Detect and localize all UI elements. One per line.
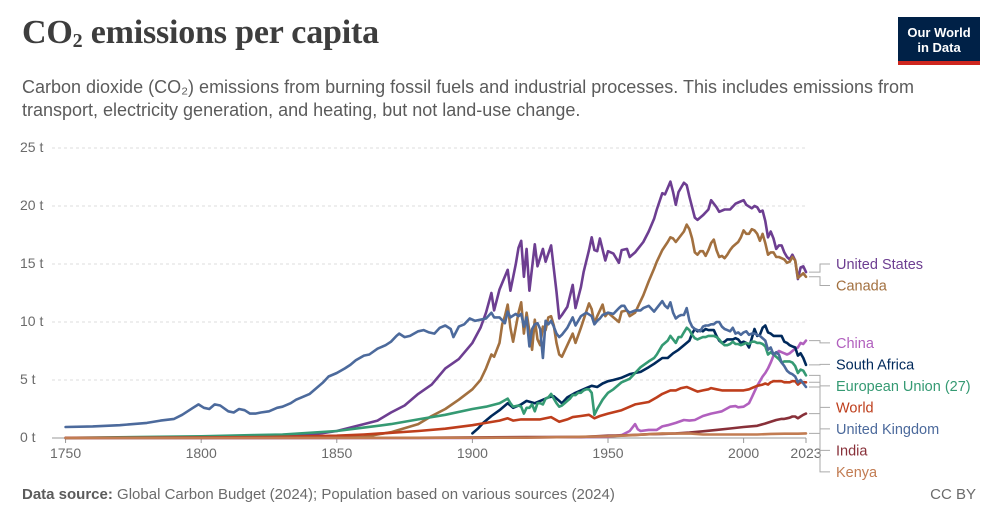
legend-label-south-africa: South Africa: [836, 357, 915, 373]
label-connector: [809, 340, 830, 344]
y-tick-label: 10 t: [20, 313, 43, 329]
series-line-united-kingdom: [64, 299, 808, 429]
series-legend-labels: United States Canada China South Africa Euro…: [809, 257, 971, 481]
gridlines: [52, 147, 806, 439]
x-axis-ticks: 1750 1800 1850 1900 1950 2000 2023: [50, 438, 822, 461]
series-line-china: [64, 339, 808, 440]
series-line-european-union-27: [64, 326, 808, 440]
legend-label-world: World: [836, 400, 874, 416]
series-lines: [64, 180, 808, 440]
y-tick-label: 20 t: [20, 197, 43, 213]
x-tick-label: 2023: [790, 445, 821, 461]
data-source-label: Data source:: [22, 486, 113, 503]
series-line-world: [64, 379, 808, 440]
x-tick-label: 1800: [186, 445, 217, 461]
y-tick-label: 0 t: [20, 429, 36, 445]
logo-line-2: in Data: [917, 40, 961, 55]
y-tick-label: 25 t: [20, 139, 43, 155]
legend-label-united-states: United States: [836, 257, 923, 273]
logo-line-1: Our World: [907, 25, 971, 40]
chart-subtitle: Carbon dioxide (CO₂) emissions from burn…: [22, 77, 915, 120]
data-source-text[interactable]: Global Carbon Budget (2024); Population …: [117, 486, 615, 503]
legend-label-china: China: [836, 336, 875, 352]
legend-label-united-kingdom: United Kingdom: [836, 422, 939, 438]
label-connector: [809, 276, 830, 286]
data-source: Data source: Global Carbon Budget (2024)…: [22, 486, 615, 503]
series-line-united-states: [199, 180, 808, 440]
series-line-canada: [335, 223, 808, 439]
y-axis-ticks: 0 t 5 t 10 t 15 t 20 t 25 t: [20, 139, 43, 445]
x-tick-label: 1850: [321, 445, 352, 461]
label-connector: [809, 432, 830, 473]
y-tick-label: 15 t: [20, 255, 43, 271]
legend-label-european-union-27: European Union (27): [836, 379, 971, 395]
legend-label-kenya: Kenya: [836, 465, 878, 481]
legend-label-canada: Canada: [836, 279, 888, 295]
label-connector: [809, 413, 830, 451]
x-tick-label: 1750: [50, 445, 81, 461]
x-tick-label: 1900: [457, 445, 488, 461]
license[interactable]: CC BY: [930, 486, 976, 503]
series-line-kenya: [64, 432, 808, 440]
x-tick-label: 1950: [592, 445, 623, 461]
label-connector: [809, 263, 830, 273]
label-connector: [809, 386, 830, 430]
label-connector: [809, 374, 830, 387]
label-connector: [809, 363, 830, 366]
legend-label-india: India: [836, 443, 868, 459]
chart-title: CO2 emissions per capita: [22, 14, 379, 52]
x-tick-label: 2000: [728, 445, 759, 461]
y-tick-label: 5 t: [20, 371, 36, 387]
owid-logo[interactable]: Our World in Data: [898, 17, 980, 65]
